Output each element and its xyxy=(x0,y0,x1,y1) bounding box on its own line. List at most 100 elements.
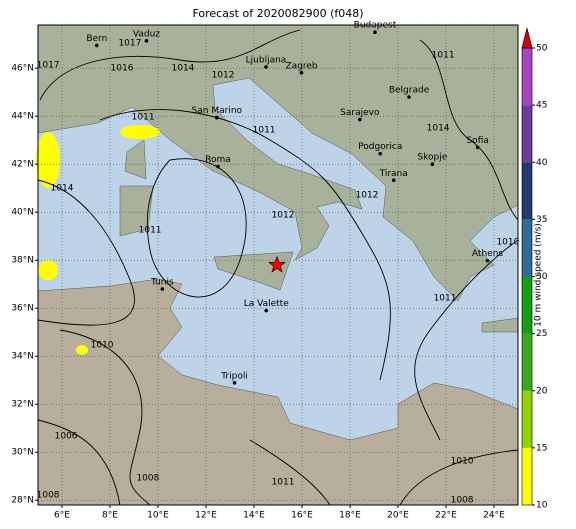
lon-tick-label: 24°E xyxy=(483,511,505,521)
isobar-label: 1017 xyxy=(37,61,60,71)
isobar-label: 1017 xyxy=(118,39,141,49)
isobar-label: 1016 xyxy=(111,63,134,73)
lon-tick-label: 14°E xyxy=(243,511,265,521)
city-label: Zagreb xyxy=(285,61,317,71)
lat-tick-label: 46°N xyxy=(11,64,34,74)
wind-patch xyxy=(76,345,88,355)
city-dot xyxy=(95,43,99,48)
lat-tick-label: 42°N xyxy=(11,160,34,170)
isobar xyxy=(99,109,391,381)
lon-tick-label: 18°E xyxy=(339,511,361,521)
city-dot xyxy=(232,381,237,385)
city-dot xyxy=(144,39,149,43)
colorbar-tick-label: 15 xyxy=(536,443,547,453)
city-label: La Valette xyxy=(244,299,289,309)
colorbar-label: 10 m wind speed (m/s) xyxy=(534,223,544,327)
city-label: Sofia xyxy=(466,136,488,146)
wind-patch xyxy=(120,125,160,139)
city-dot xyxy=(485,258,490,263)
city-dot xyxy=(160,287,165,291)
colorbar-tick-label: 35 xyxy=(536,215,547,225)
colorbar-segment xyxy=(522,333,532,391)
title: Forecast of 2020082900 (f048) xyxy=(192,7,363,20)
city-dot xyxy=(299,70,304,75)
city-label: Roma xyxy=(205,155,231,165)
lon-tick-label: 16°E xyxy=(291,511,313,521)
isobar xyxy=(37,179,135,326)
city-label: Vaduz xyxy=(133,29,160,39)
land-corsica xyxy=(124,139,147,180)
map-frame xyxy=(37,24,519,506)
colorbar-segment xyxy=(522,390,532,448)
city-dot xyxy=(216,164,220,169)
isobar-label: 1012 xyxy=(356,190,379,200)
lon-tick-label: 22°E xyxy=(435,511,457,521)
event-marker xyxy=(268,255,286,273)
city-label: Budapest xyxy=(354,21,397,31)
city-dot xyxy=(407,95,411,99)
lon-tick-label: 8°E xyxy=(102,511,118,521)
lon-tick-label: 20°E xyxy=(387,511,409,521)
city-dot xyxy=(430,162,435,166)
colorbar-tick-label: 25 xyxy=(536,329,547,339)
colorbar-segment xyxy=(522,162,532,220)
city-label: Tirana xyxy=(379,169,408,179)
lat-tick-label: 28°N xyxy=(11,496,34,506)
land-sardinia xyxy=(119,185,154,237)
lat-tick-label: 32°N xyxy=(11,400,34,410)
city-label: San Marino xyxy=(192,106,243,116)
isobar-label: 1006 xyxy=(55,431,78,441)
isobar-label: 1008 xyxy=(451,495,474,505)
city-dot xyxy=(475,145,480,150)
isobar-label: 1014 xyxy=(172,63,195,73)
city-dot xyxy=(373,30,377,34)
lon-tick-label: 12°E xyxy=(195,511,217,521)
city-label: Bern xyxy=(86,34,107,44)
city-label: Tripoli xyxy=(220,371,248,381)
lat-tick-label: 40°N xyxy=(11,208,34,218)
isobar-label: 1012 xyxy=(212,70,235,80)
land-sicily xyxy=(213,251,294,291)
isobar-label: 1011 xyxy=(253,125,276,135)
isobar-label: 1012 xyxy=(272,211,295,221)
city-label: Podgorica xyxy=(358,142,402,152)
city-dot xyxy=(358,117,362,122)
colorbar-tick-label: 50 xyxy=(536,44,548,54)
colorbar-extend xyxy=(521,27,533,49)
colorbar-segment xyxy=(522,105,532,163)
city-label: Belgrade xyxy=(389,86,430,96)
isobar-label: 1011 xyxy=(132,112,155,122)
isobar-label: 1010 xyxy=(451,457,474,467)
city-label: Tunis xyxy=(150,278,174,288)
city-dot xyxy=(264,308,269,313)
isobar-label: 1011 xyxy=(272,477,295,487)
isobar xyxy=(414,239,519,441)
lon-tick-label: 6°E xyxy=(54,511,70,521)
lat-tick-label: 34°N xyxy=(11,352,34,362)
colorbar-tick-label: 40 xyxy=(536,158,548,168)
wind-patch xyxy=(38,260,58,280)
colorbar-tick-label: 10 xyxy=(536,501,548,511)
city-dot xyxy=(215,115,219,120)
lat-tick-label: 30°N xyxy=(11,448,34,458)
city-label: Athens xyxy=(472,249,503,259)
isobar xyxy=(59,329,151,506)
city-dot xyxy=(378,151,383,156)
isobar-label: 1014 xyxy=(51,183,74,193)
colorbar-tick-label: 30 xyxy=(536,272,548,282)
colorbar-segment xyxy=(522,276,532,334)
wind-patch xyxy=(36,132,60,188)
isobar-label: 1011 xyxy=(139,225,162,235)
lat-tick-label: 38°N xyxy=(11,256,34,266)
isobar xyxy=(37,419,121,506)
isobar xyxy=(399,449,519,506)
city-dot xyxy=(391,178,396,183)
isobar-label: 1014 xyxy=(427,123,450,133)
isobar-label: 1010 xyxy=(91,340,114,350)
isobar xyxy=(146,158,247,298)
lon-tick-label: 10°E xyxy=(147,511,169,521)
isobar-label: 1011 xyxy=(434,293,457,303)
colorbar-segment xyxy=(522,219,532,277)
colorbar-segment xyxy=(522,48,532,106)
graticule xyxy=(38,25,518,505)
